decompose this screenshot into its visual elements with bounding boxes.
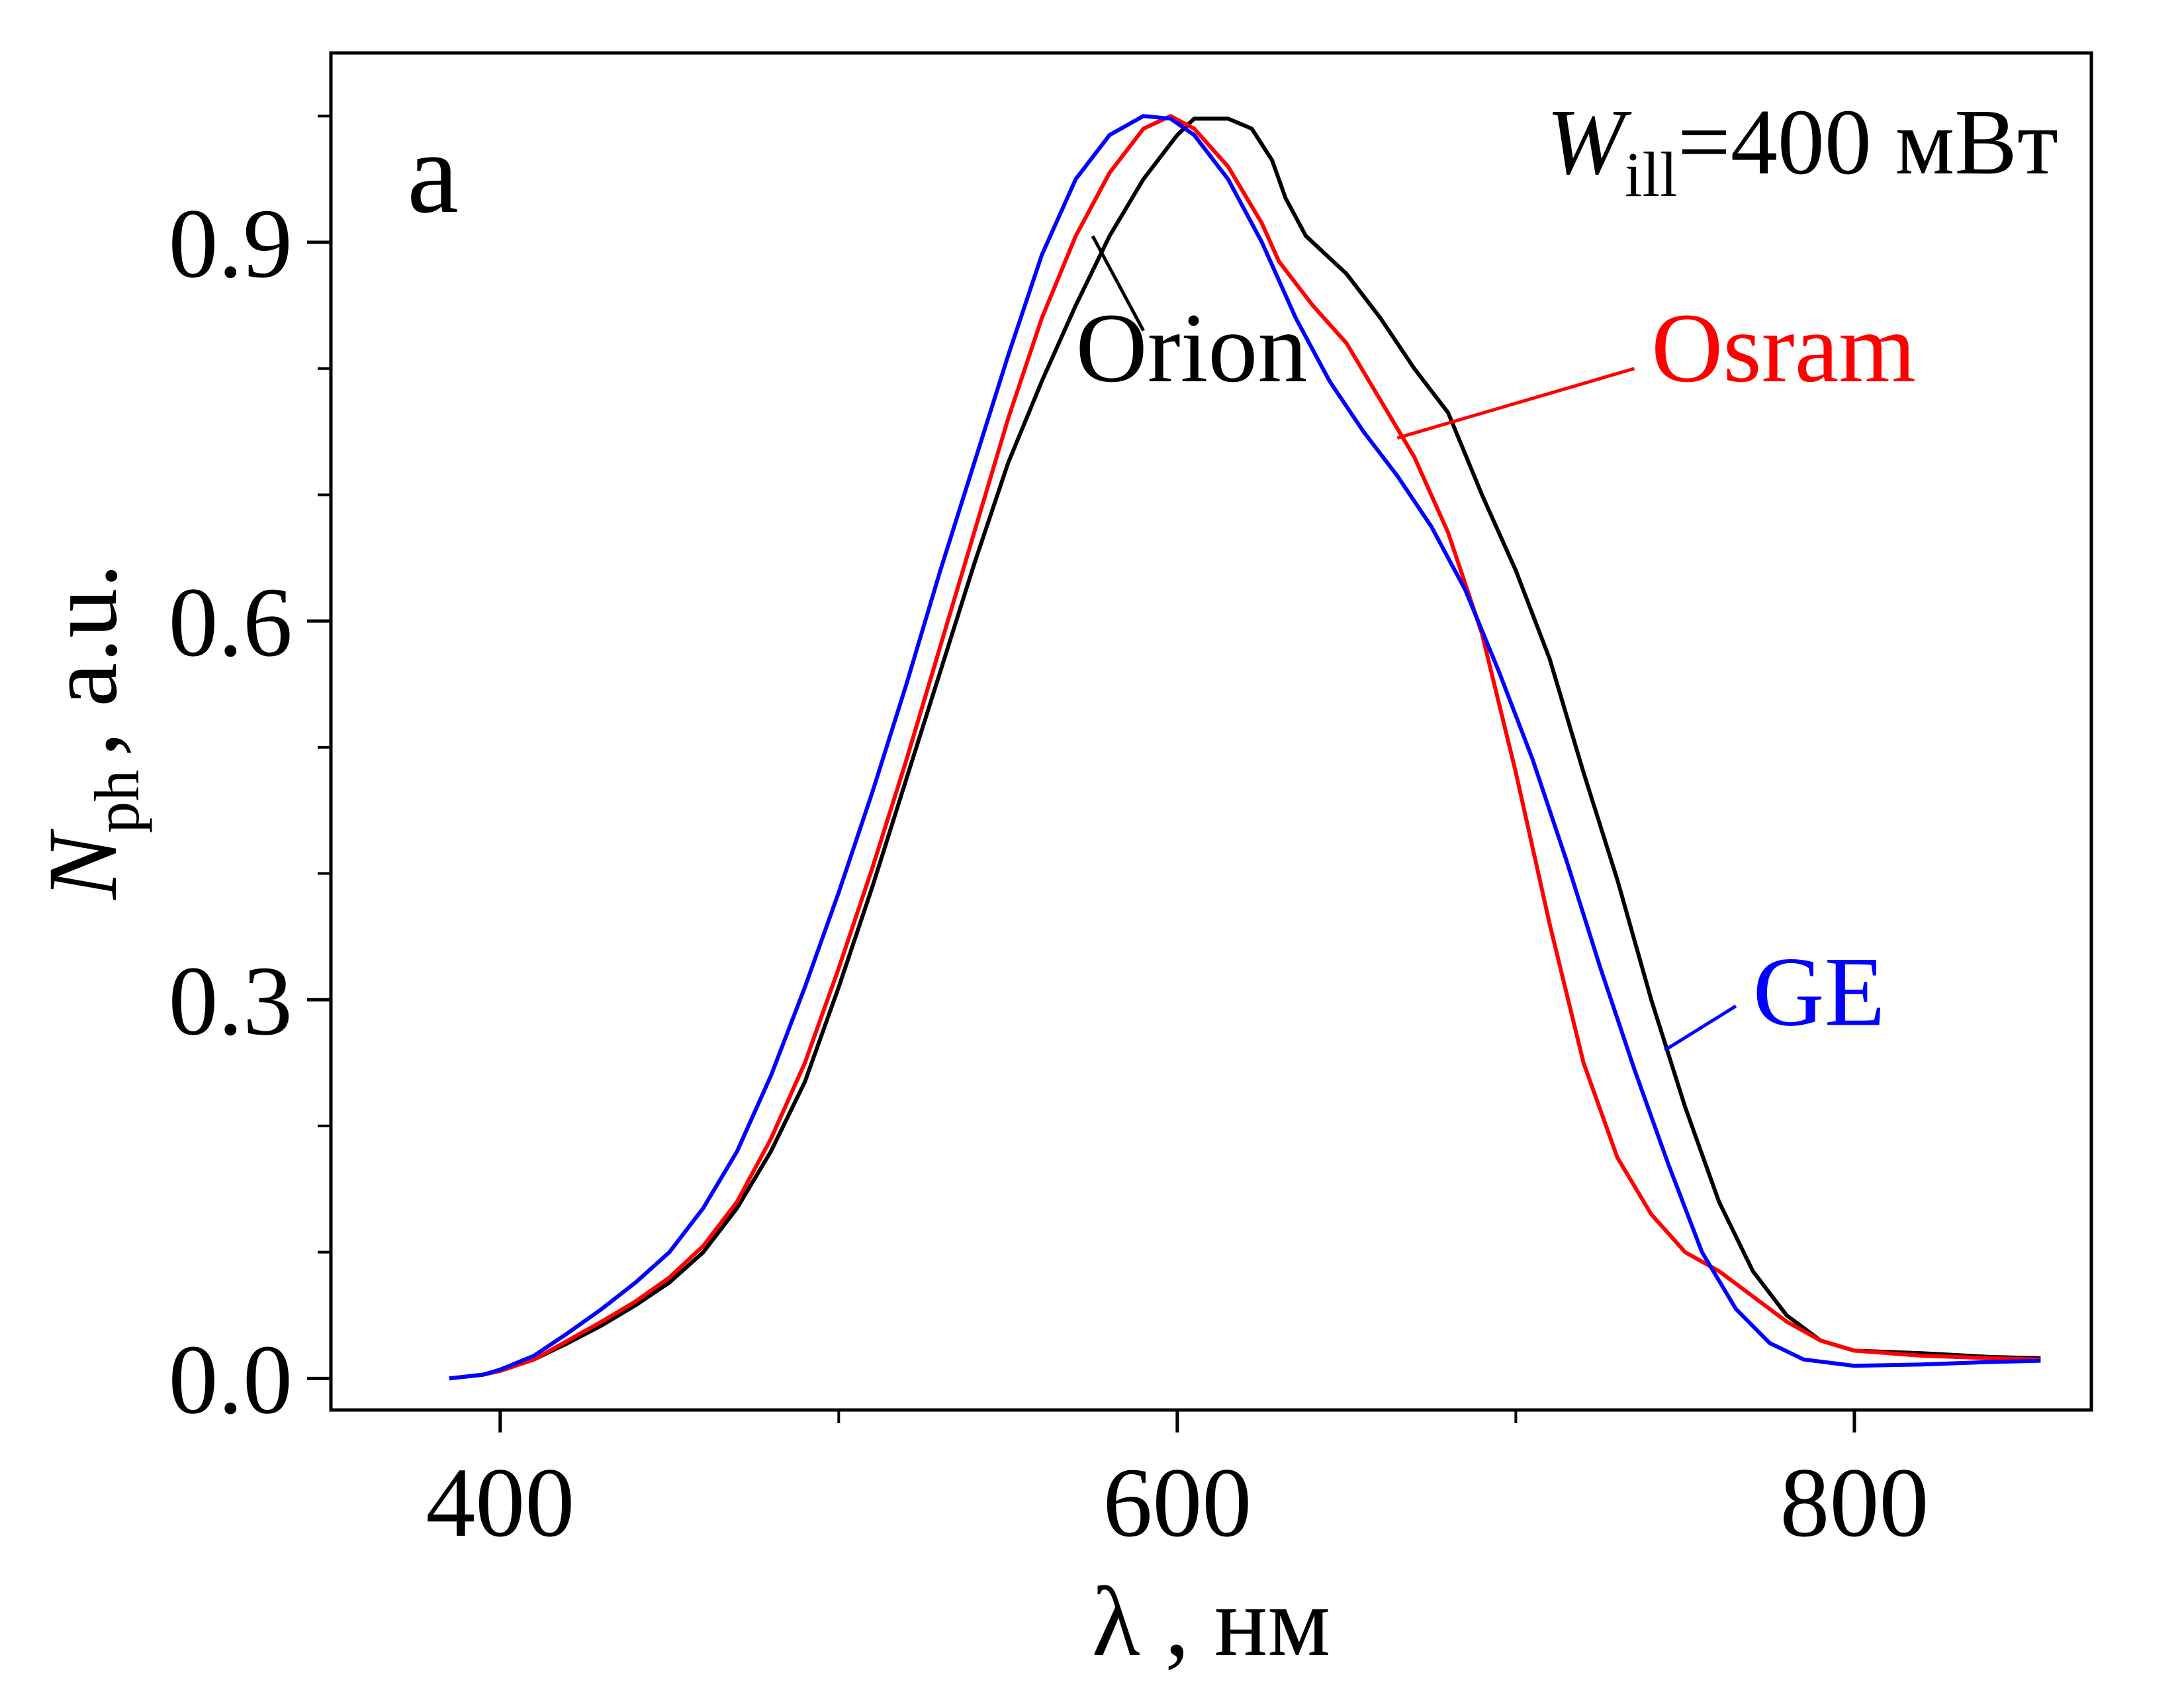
y-axis-unit: , a.u.: [28, 563, 138, 757]
x-tick-label: 400: [426, 1448, 574, 1558]
leader-ge: [1664, 1004, 1737, 1052]
leader-lines: [1091, 235, 1737, 1052]
y-axis-subscript: ph: [81, 770, 152, 833]
panel-label: a: [407, 109, 459, 238]
illumination-power-annotation: Will=400 мВт: [1546, 89, 2058, 210]
text-labels: a Will=400 мВт λ , нм Nph , a.u. Orion Osr…: [28, 89, 2058, 1677]
y-axis-title: Nph , a.u.: [28, 563, 152, 901]
plot-frame: [329, 51, 2093, 1412]
annotation-symbol: W: [1546, 89, 1632, 194]
x-tick-label: 600: [1103, 1448, 1251, 1558]
x-tick-label: 800: [1780, 1448, 1929, 1558]
series-lines: [449, 114, 2041, 1381]
y-tick-label: 0.9: [169, 189, 293, 299]
y-tick-label: 0.3: [169, 946, 293, 1056]
annotation-subscript: ill: [1625, 139, 1678, 210]
series-line-ge: [449, 114, 2041, 1381]
axis-ticks: 400 600 800 0.0 0.3 0.6 0.9: [169, 115, 1929, 1558]
x-axis-title: λ , нм: [1092, 1567, 1330, 1677]
series-line-orion: [449, 117, 2041, 1381]
y-axis-symbol: N: [28, 829, 138, 901]
y-tick-label: 0.6: [169, 567, 293, 677]
y-tick-label: 0.0: [169, 1325, 293, 1434]
series-label-orion: Orion: [1075, 293, 1307, 403]
annotation-value: =400 мВт: [1678, 89, 2058, 194]
series-label-osram: Osram: [1651, 293, 1916, 403]
series-label-ge: GE: [1752, 937, 1885, 1047]
leader-orion: [1091, 235, 1145, 332]
series-line-osram: [449, 114, 2041, 1381]
leader-osram: [1396, 367, 1635, 440]
